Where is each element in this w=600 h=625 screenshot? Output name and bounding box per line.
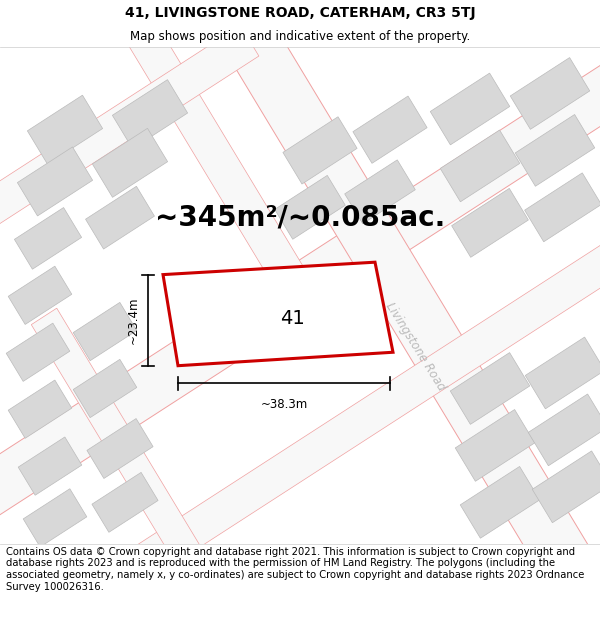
Polygon shape [73,359,137,418]
Polygon shape [430,73,510,145]
Text: Contains OS data © Crown copyright and database right 2021. This information is : Contains OS data © Crown copyright and d… [6,547,584,592]
Polygon shape [515,114,595,186]
Polygon shape [345,160,415,224]
Polygon shape [8,380,72,438]
Polygon shape [460,466,540,538]
Polygon shape [440,130,520,202]
Text: ~345m²/~0.085ac.: ~345m²/~0.085ac. [155,204,445,232]
Polygon shape [353,96,427,163]
Polygon shape [18,437,82,495]
Polygon shape [86,186,154,249]
Polygon shape [87,419,153,479]
Polygon shape [17,147,92,216]
Polygon shape [163,262,393,366]
Polygon shape [532,451,600,522]
Polygon shape [14,208,82,269]
Polygon shape [455,409,535,481]
Polygon shape [92,472,158,532]
Polygon shape [73,302,137,361]
Polygon shape [0,26,259,276]
Text: Map shows position and indicative extent of the property.: Map shows position and indicative extent… [130,30,470,43]
Polygon shape [8,266,72,324]
Polygon shape [6,323,70,381]
Polygon shape [510,58,590,129]
Polygon shape [450,352,530,424]
Text: Maurice Avenue: Maurice Avenue [212,271,304,336]
Polygon shape [452,188,529,258]
Polygon shape [524,173,600,242]
Polygon shape [170,0,600,625]
Text: 41, LIVINGSTONE ROAD, CATERHAM, CR3 5TJ: 41, LIVINGSTONE ROAD, CATERHAM, CR3 5TJ [125,6,475,20]
Polygon shape [28,95,103,164]
Polygon shape [528,394,600,466]
Polygon shape [23,489,87,547]
Polygon shape [0,49,600,531]
Polygon shape [92,128,167,198]
Polygon shape [112,79,188,149]
Polygon shape [283,117,357,184]
Polygon shape [79,0,321,315]
Text: 41: 41 [280,309,305,328]
Polygon shape [525,337,600,409]
Polygon shape [275,176,345,239]
Text: ~38.3m: ~38.3m [260,398,308,411]
Polygon shape [0,226,600,625]
Polygon shape [31,308,269,625]
Text: ~23.4m: ~23.4m [127,296,140,344]
Text: Livingstone Road: Livingstone Road [383,301,448,394]
